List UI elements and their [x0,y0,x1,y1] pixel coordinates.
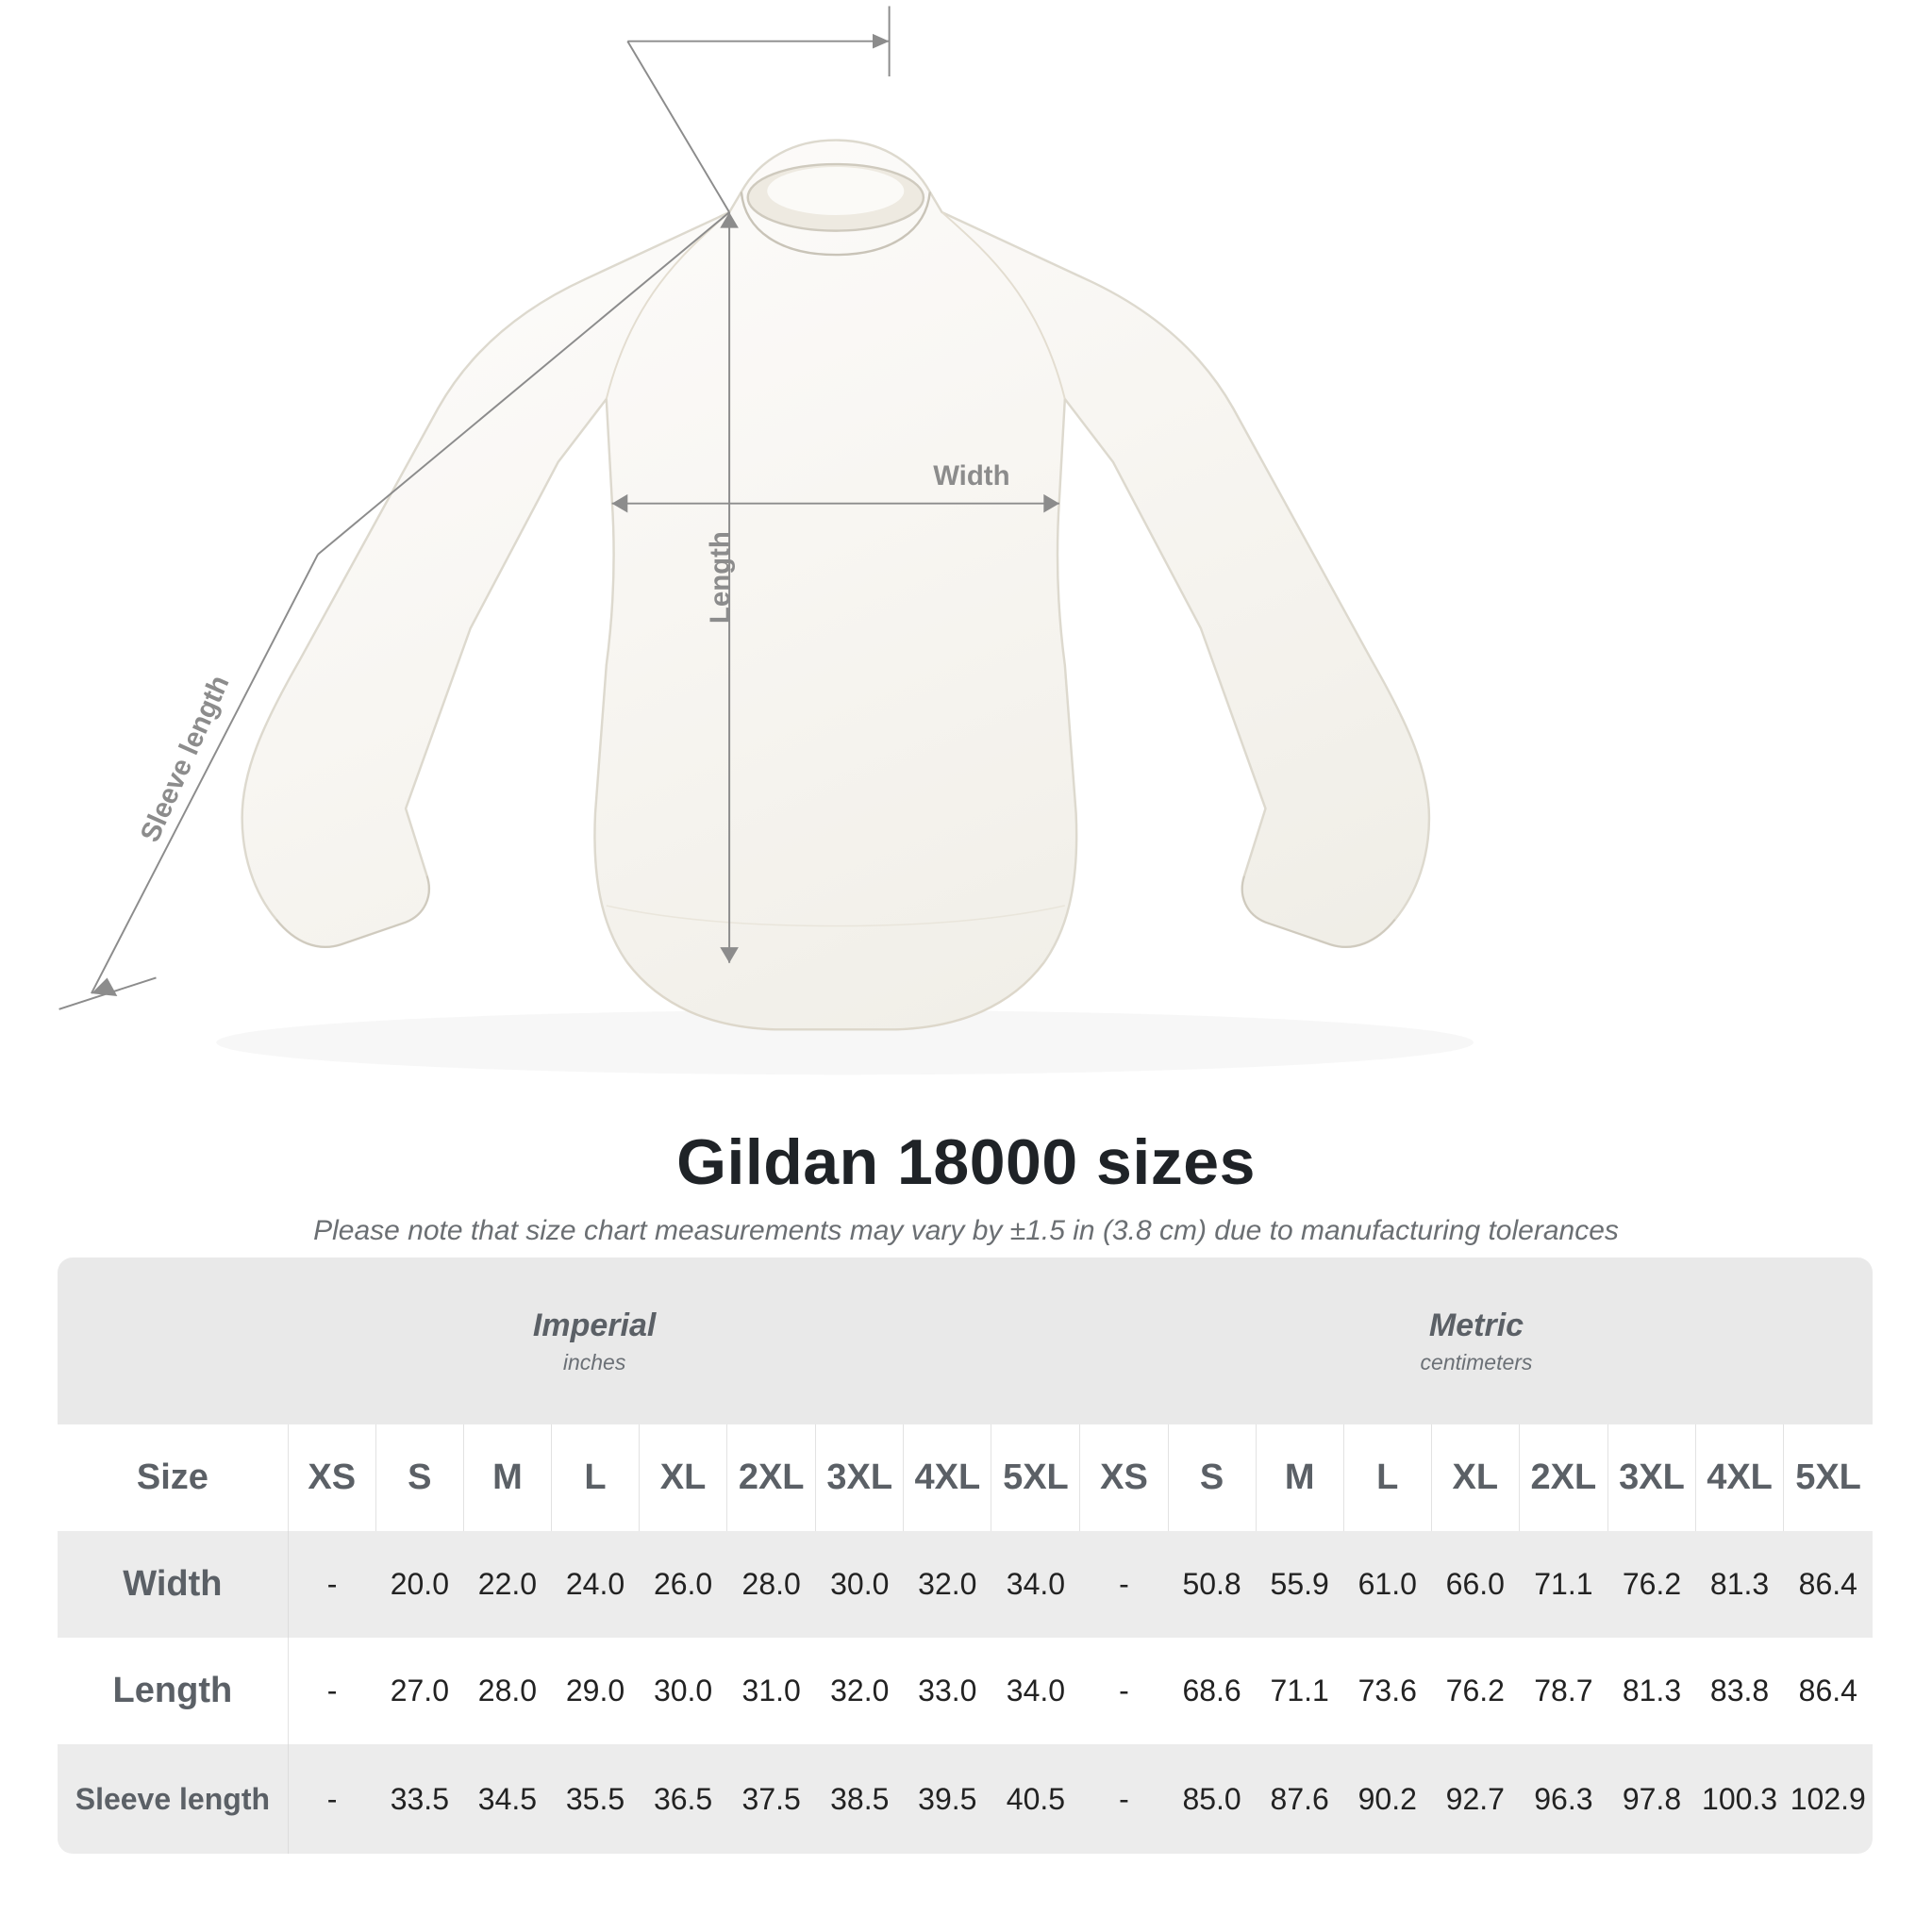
svg-text:Width: Width [933,460,1009,491]
svg-text:Sleeve length: Sleeve length [134,671,235,847]
svg-text:Length: Length [705,531,736,624]
